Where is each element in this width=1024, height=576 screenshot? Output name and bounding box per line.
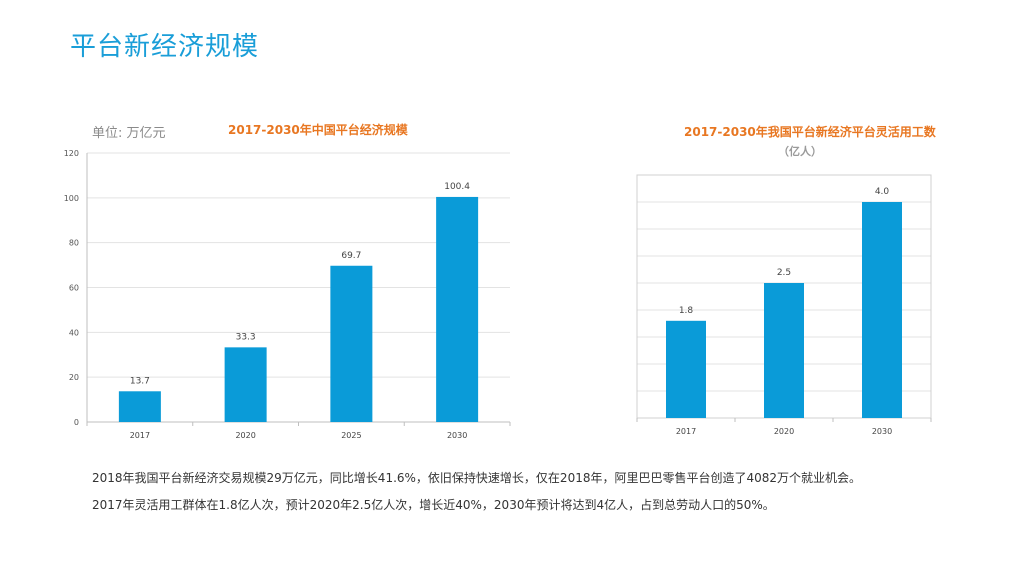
caption-line-2: 2017年灵活用工群体在1.8亿人次，预计2020年2.5亿人次，增长近40%，…: [92, 498, 775, 512]
y-tick-label: 0: [74, 418, 79, 427]
page-title: 平台新经济规模: [70, 32, 260, 62]
caption-line-1: 2018年我国平台新经济交易规模29万亿元，同比增长41.6%，依旧保持快速增长…: [92, 471, 862, 485]
bar: [436, 196, 479, 422]
chart1-title: 2017-2030年中国平台经济规模: [228, 123, 408, 137]
x-tick-label: 2025: [341, 431, 361, 440]
data-label: 2.5: [777, 268, 791, 278]
x-tick-label: 2030: [872, 427, 892, 436]
data-label: 33.3: [236, 332, 256, 342]
x-tick-label: 2017: [676, 427, 696, 436]
x-tick-label: 2020: [235, 431, 255, 440]
chart2-title: 2017-2030年我国平台新经济平台灵活用工数: [684, 125, 936, 139]
bar: [118, 391, 161, 422]
y-tick-label: 20: [69, 373, 79, 382]
data-label: 4.0: [875, 187, 890, 197]
y-tick-label: 100: [64, 194, 79, 203]
x-tick-label: 2020: [774, 427, 794, 436]
x-tick-label: 2030: [447, 431, 467, 440]
x-tick-label: 2017: [130, 431, 150, 440]
data-label: 13.7: [130, 376, 150, 386]
data-label: 100.4: [444, 182, 470, 192]
bar: [224, 347, 267, 422]
bar: [764, 283, 804, 418]
y-tick-label: 40: [69, 328, 79, 337]
y-tick-label: 60: [69, 284, 79, 293]
chart1-plot: 0 20 40 60 80 100 120 13.7 2017 33.3 2020 69.7 2025 1…: [64, 149, 511, 440]
bar: [862, 202, 902, 418]
bar: [330, 265, 373, 422]
unit-label: 单位: 万亿元: [92, 126, 166, 141]
data-label: 1.8: [679, 306, 694, 316]
chart2-plot: 1.8 2017 2.5 2020 4.0 2030: [636, 174, 932, 436]
chart2-subtitle: （亿人）: [778, 145, 822, 158]
data-label: 69.7: [341, 251, 361, 261]
y-tick-label: 120: [64, 149, 79, 158]
y-tick-label: 80: [69, 239, 79, 248]
bar: [666, 320, 706, 418]
